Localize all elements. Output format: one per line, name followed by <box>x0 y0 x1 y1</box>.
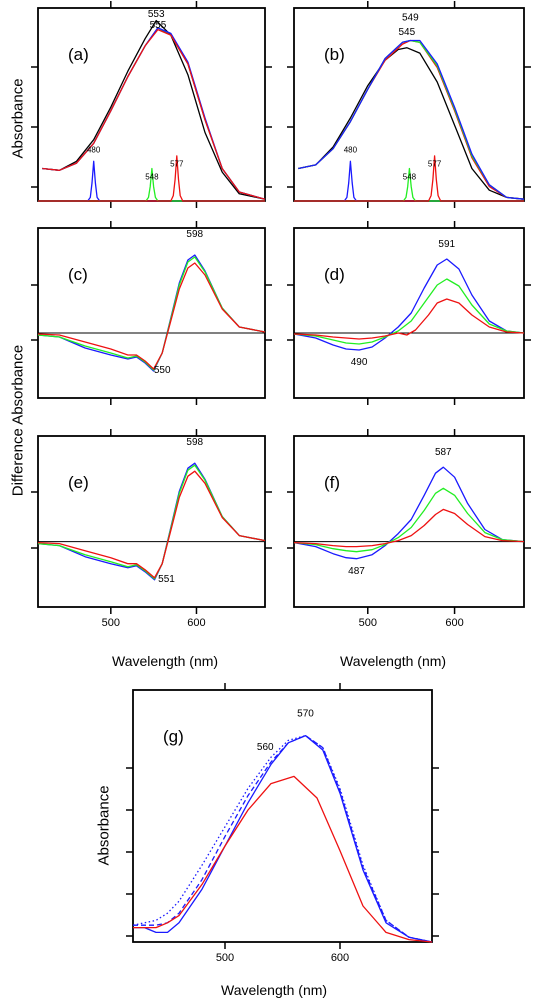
panel-label: (a) <box>68 45 89 64</box>
annotation-label: 545 <box>398 27 415 38</box>
series-line-blue <box>293 466 525 560</box>
y-axis-label-absorbance-bottom: Absorbance <box>95 785 113 866</box>
plot-frame <box>37 227 266 399</box>
series-line-blue <box>133 734 433 943</box>
x-axis-label-wavelength-right: Wavelength (nm) <box>340 653 447 669</box>
series-line-black <box>42 19 266 200</box>
panel-label: (g) <box>163 727 184 746</box>
annotation-label: 550 <box>154 365 171 376</box>
series-line-red <box>293 508 525 548</box>
panel-label: (b) <box>324 45 345 64</box>
series-line-red <box>133 775 433 943</box>
series-line-red <box>37 262 266 370</box>
series-line-red <box>294 155 524 202</box>
x-axis-label-wavelength-bottom: Wavelength (nm) <box>221 982 328 998</box>
annotation-label: 587 <box>435 447 452 458</box>
series-line-red <box>293 298 525 340</box>
y-axis-label-absorbance-top: Absorbance <box>9 78 27 159</box>
series-line-blue <box>293 258 525 351</box>
panel-label: (c) <box>68 265 88 284</box>
x-tick-label: 600 <box>331 952 349 964</box>
peak-label: 480 <box>87 145 101 154</box>
panel-label: (f) <box>324 473 340 492</box>
x-tick-label: 500 <box>102 617 120 629</box>
annotation-label: 591 <box>438 239 455 250</box>
series-line-green <box>293 487 525 553</box>
x-tick-label: 600 <box>187 617 205 629</box>
plot-frame <box>37 435 266 608</box>
peak-label: 480 <box>344 145 358 154</box>
series-line-red <box>37 470 266 579</box>
annotation-label: 570 <box>297 708 314 719</box>
annotation-label: 549 <box>402 13 419 24</box>
annotation-label: 598 <box>186 437 203 448</box>
series-line-green <box>294 167 524 202</box>
series-line-blue <box>38 160 265 202</box>
y-axis-label-difference-absorbance: Difference Absorbance <box>9 344 27 497</box>
panel-c: 598 550 (c) <box>31 221 272 405</box>
annotation-label: 487 <box>348 566 365 577</box>
x-tick-label: 500 <box>216 952 234 964</box>
panel-label: (e) <box>68 473 89 492</box>
annotation-label: 555 <box>150 20 167 31</box>
x-axis-label-wavelength-left: Wavelength (nm) <box>112 653 219 669</box>
series-line-blue <box>298 39 525 200</box>
x-tick-label: 500 <box>359 617 377 629</box>
panel-d: 591 490 (d) <box>287 221 531 405</box>
panel-b: 480 548 577 545 549 (b) <box>287 1 531 208</box>
annotation-label: 560 <box>257 742 274 753</box>
peak-label: 548 <box>145 172 159 181</box>
annotation-label: 553 <box>148 9 165 20</box>
series-line-red <box>42 28 266 200</box>
series-line-black <box>298 47 525 200</box>
series-line-blue <box>294 160 524 202</box>
annotation-label: 598 <box>186 229 203 240</box>
panel-g: 500 600 570 560 (g) <box>126 683 439 964</box>
plot-frame <box>293 435 525 608</box>
x-tick-label: 600 <box>445 617 463 629</box>
panel-e: 500 600 598 551 (e) <box>31 429 272 629</box>
series-line-blue <box>132 734 433 943</box>
series-line-green <box>38 167 265 202</box>
plot-frame <box>293 227 525 399</box>
annotation-label: 490 <box>351 357 368 368</box>
series-line-blue <box>133 734 433 943</box>
panel-label: (d) <box>324 265 345 284</box>
series-line-red <box>38 155 265 202</box>
panel-f: 500 600 587 487 (f) <box>287 429 531 629</box>
annotation-label: 551 <box>158 574 175 585</box>
peak-label: 577 <box>428 160 442 169</box>
peak-label: 577 <box>170 160 184 169</box>
peak-label: 548 <box>403 172 417 181</box>
series-line-green <box>293 278 525 345</box>
